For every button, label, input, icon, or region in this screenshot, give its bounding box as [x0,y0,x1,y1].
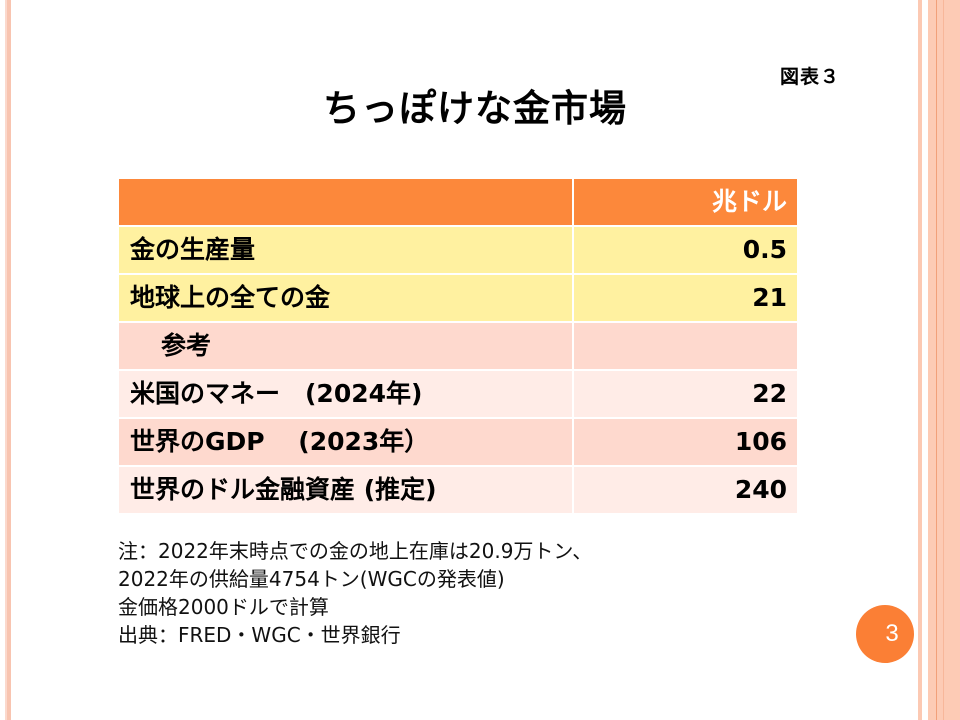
footnote-line: 出典：FRED・WGC・世界銀行 [118,623,401,647]
table-row: 金の生産量 0.5 [117,225,799,275]
row-value: 106 [572,417,799,467]
left-decorative-stripe-light [5,0,7,720]
gold-market-table: 兆ドル 金の生産量 0.5 地球上の全ての金 21 参考 米国のマネー (202… [117,177,799,515]
header-label-cell [117,177,574,227]
slide-title: ちっぽけな金市場 [0,78,960,132]
footnote-line: 注：2022年末時点での金の地上在庫は20.9万トン、 [118,539,593,563]
footnote-line: 2022年の供給量4754トン(WGCの発表値) [118,567,505,591]
right-decorative-line-2 [943,0,944,720]
right-decorative-stripe-thin [918,0,922,720]
left-decorative-stripe [7,0,11,720]
table-row: 世界のGDP (2023年） 106 [117,417,799,467]
table-header-row: 兆ドル [117,177,799,227]
row-label: 世界のGDP (2023年） [117,417,574,467]
table-row: 地球上の全ての金 21 [117,273,799,323]
right-decorative-line [936,0,937,720]
row-label: 金の生産量 [117,225,574,275]
slide-title-text: ちっぽけな金市場 [323,87,627,130]
figure-label: 図表３ [780,66,841,88]
row-label: 米国のマネー (2024年) [117,369,574,419]
table-row: 米国のマネー (2024年) 22 [117,369,799,419]
row-value: 240 [572,465,799,515]
page-number-badge: 3 [856,605,914,663]
row-label: 地球上の全ての金 [117,273,574,323]
row-value [572,321,799,371]
row-label: 世界のドル金融資産 (推定) [117,465,574,515]
header-unit-cell: 兆ドル [572,177,799,227]
footnotes: 注：2022年末時点での金の地上在庫は20.9万トン、 2022年の供給量475… [118,537,592,649]
row-value: 22 [572,369,799,419]
row-label: 参考 [117,321,574,371]
table-row-reference-heading: 参考 [117,321,799,371]
table-row: 世界のドル金融資産 (推定) 240 [117,465,799,515]
right-decorative-band [928,0,960,720]
footnote-line: 金価格2000ドルで計算 [118,595,329,619]
row-value: 0.5 [572,225,799,275]
row-value: 21 [572,273,799,323]
page-number: 3 [885,620,899,647]
